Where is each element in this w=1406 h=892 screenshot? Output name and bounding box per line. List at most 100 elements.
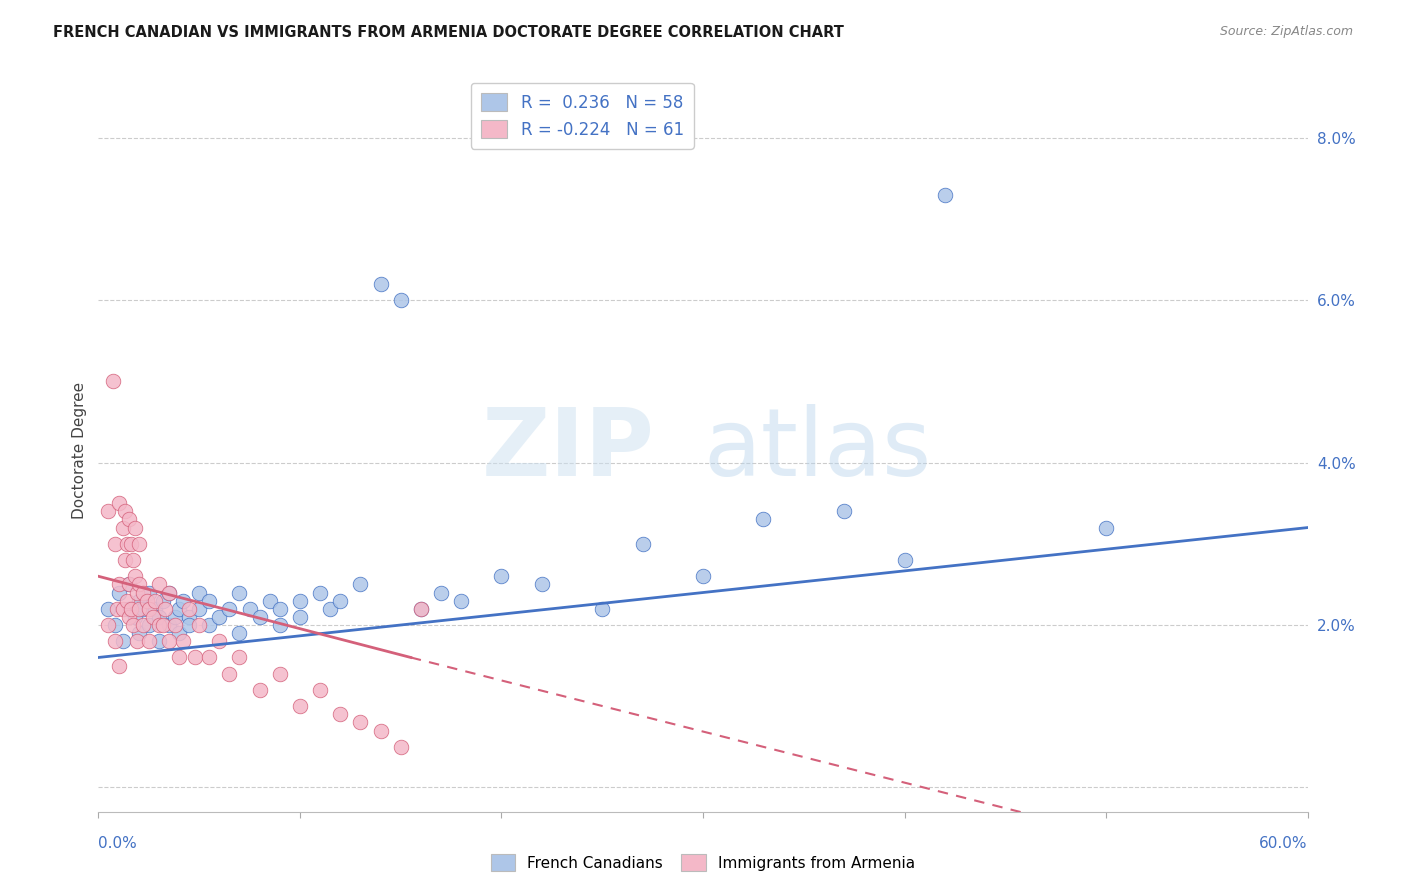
Point	[153, 601, 176, 615]
Point	[124, 520, 146, 534]
Point	[163, 618, 186, 632]
Point	[118, 512, 141, 526]
Point	[269, 601, 291, 615]
Point	[101, 375, 124, 389]
Point	[132, 585, 155, 599]
Point	[114, 504, 136, 518]
Point	[188, 585, 211, 599]
Point	[1095, 520, 1118, 534]
Point	[179, 618, 201, 632]
Point	[198, 593, 221, 607]
Point	[128, 593, 150, 607]
Point	[148, 634, 170, 648]
Point	[107, 585, 129, 599]
Point	[309, 585, 332, 599]
Point	[148, 618, 170, 632]
Point	[148, 577, 170, 591]
Point	[128, 537, 150, 551]
Point	[179, 610, 201, 624]
Point	[491, 569, 513, 583]
Text: FRENCH CANADIAN VS IMMIGRANTS FROM ARMENIA DOCTORATE DEGREE CORRELATION CHART: FRENCH CANADIAN VS IMMIGRANTS FROM ARMEN…	[53, 25, 844, 40]
Point	[409, 601, 432, 615]
Point	[115, 593, 138, 607]
Point	[370, 723, 392, 738]
Point	[319, 601, 342, 615]
Point	[228, 585, 250, 599]
Point	[288, 610, 311, 624]
Point	[208, 610, 231, 624]
Text: Source: ZipAtlas.com: Source: ZipAtlas.com	[1219, 25, 1353, 38]
Text: 0.0%: 0.0%	[98, 836, 138, 851]
Point	[389, 293, 412, 308]
Point	[218, 666, 240, 681]
Legend: R =  0.236   N = 58, R = -0.224   N = 61: R = 0.236 N = 58, R = -0.224 N = 61	[471, 83, 693, 149]
Point	[167, 601, 190, 615]
Point	[389, 739, 412, 754]
Point	[157, 618, 180, 632]
Point	[167, 626, 190, 640]
Point	[107, 658, 129, 673]
Point	[329, 593, 352, 607]
Point	[259, 593, 281, 607]
Point	[124, 610, 146, 624]
Point	[103, 618, 125, 632]
Point	[349, 715, 371, 730]
Point	[269, 618, 291, 632]
Point	[198, 618, 221, 632]
Point	[157, 634, 180, 648]
Point	[105, 601, 128, 615]
Point	[832, 504, 855, 518]
Point	[370, 277, 392, 291]
Point	[97, 618, 120, 632]
Point	[188, 618, 211, 632]
Point	[530, 577, 553, 591]
Point	[148, 610, 170, 624]
Point	[430, 585, 453, 599]
Point	[121, 618, 143, 632]
Point	[163, 610, 186, 624]
Point	[188, 601, 211, 615]
Point	[138, 585, 160, 599]
Point	[934, 187, 956, 202]
Point	[118, 610, 141, 624]
Point	[118, 601, 141, 615]
Point	[172, 593, 194, 607]
Legend: French Canadians, Immigrants from Armenia: French Canadians, Immigrants from Armeni…	[485, 848, 921, 877]
Text: 60.0%: 60.0%	[1260, 836, 1308, 851]
Point	[128, 601, 150, 615]
Point	[138, 634, 160, 648]
Point	[631, 537, 654, 551]
Point	[288, 699, 311, 714]
Point	[409, 601, 432, 615]
Point	[132, 601, 155, 615]
Point	[118, 577, 141, 591]
Point	[138, 618, 160, 632]
Point	[152, 593, 174, 607]
Point	[239, 601, 262, 615]
Point	[309, 682, 332, 697]
Point	[132, 618, 155, 632]
Point	[103, 537, 125, 551]
Point	[120, 601, 142, 615]
Point	[138, 601, 160, 615]
Point	[120, 537, 142, 551]
Point	[111, 601, 134, 615]
Point	[128, 626, 150, 640]
Point	[125, 634, 148, 648]
Point	[142, 610, 165, 624]
Point	[893, 553, 915, 567]
Point	[115, 537, 138, 551]
Point	[125, 585, 148, 599]
Point	[218, 601, 240, 615]
Point	[157, 585, 180, 599]
Y-axis label: Doctorate Degree: Doctorate Degree	[72, 382, 87, 519]
Point	[114, 553, 136, 567]
Text: ZIP: ZIP	[482, 404, 655, 497]
Point	[143, 593, 166, 607]
Point	[135, 593, 157, 607]
Point	[591, 601, 613, 615]
Point	[111, 520, 134, 534]
Point	[157, 585, 180, 599]
Point	[752, 512, 775, 526]
Point	[172, 634, 194, 648]
